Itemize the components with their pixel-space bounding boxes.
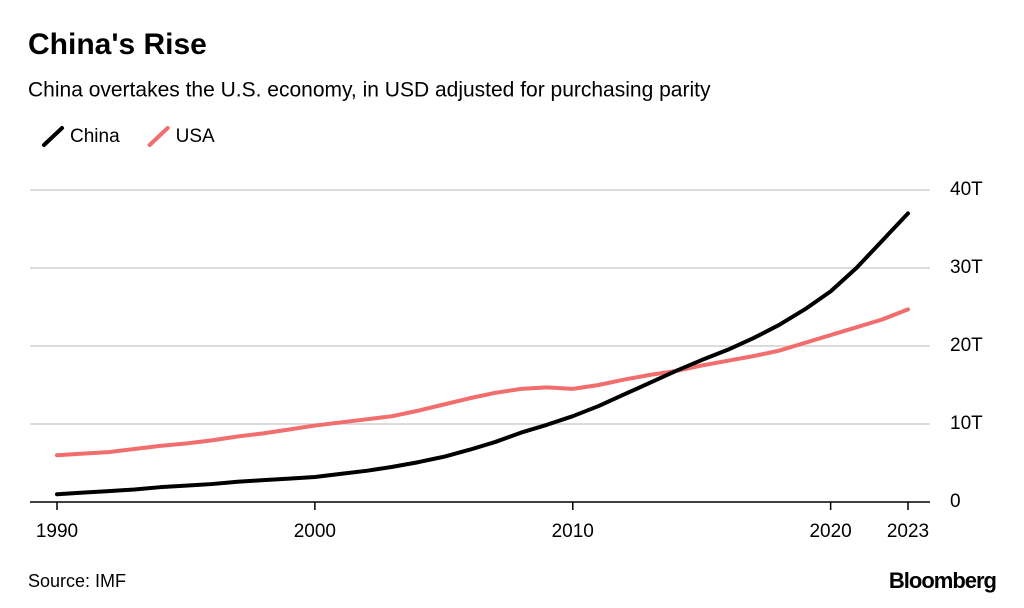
legend-label: China (70, 126, 120, 147)
legend-label: USA (176, 126, 215, 147)
legend-swatch (42, 126, 64, 147)
y-tick-label: 40T (950, 179, 983, 200)
brand: Bloomberg (889, 568, 996, 593)
x-tick-label: 1990 (36, 521, 78, 542)
y-tick-label: 30T (950, 257, 983, 278)
legend-swatch (147, 126, 170, 147)
line (55, 307, 910, 458)
y-tick-label: 0 (950, 491, 961, 512)
y-tick-label: 10T (950, 413, 983, 434)
x-tick-label: 2000 (294, 521, 336, 542)
chart-subtitle: China overtakes the U.S. economy, in USD… (28, 79, 711, 102)
x-tick-label: 2023 (887, 521, 929, 542)
chart-title: China's Rise (28, 28, 207, 61)
source: Source: IMF (28, 571, 126, 591)
line (55, 211, 910, 497)
x-tick-label: 2010 (552, 521, 594, 542)
y-tick-label: 20T (950, 335, 983, 356)
x-tick-label: 2020 (809, 521, 851, 542)
